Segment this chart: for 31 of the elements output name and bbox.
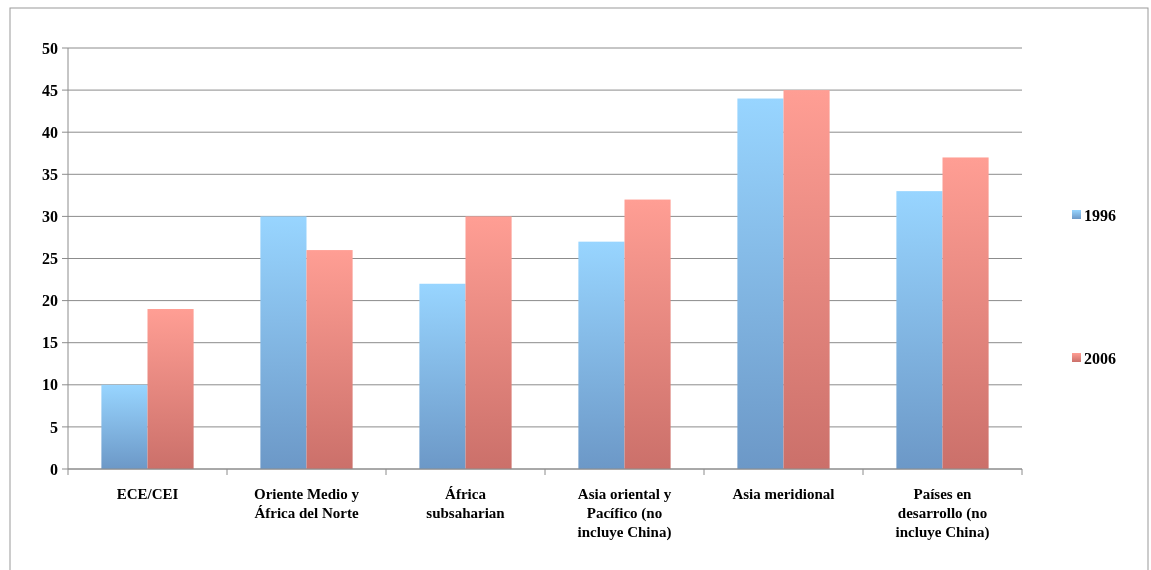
bar [306, 250, 353, 469]
y-tick-label: 10 [42, 376, 58, 394]
bar [737, 98, 784, 469]
bar [896, 191, 943, 469]
y-tick-label: 15 [42, 334, 58, 352]
y-tick-label: 0 [50, 460, 58, 478]
bar [578, 241, 625, 469]
bar [783, 90, 830, 469]
bar [260, 216, 307, 469]
x-tick-label: Oriente Medio y África del Norte [254, 486, 360, 521]
y-tick-label: 35 [42, 165, 58, 183]
bar [465, 216, 512, 469]
y-tick-label: 20 [42, 292, 58, 310]
bar [101, 384, 148, 469]
y-tick-label: 5 [50, 418, 58, 436]
y-tick-label: 40 [42, 123, 58, 141]
x-tick-label: Asia oriental y Pacífico (no incluye China) [577, 486, 672, 541]
bar [147, 309, 194, 469]
x-tick-label: Países en desarrollo (no incluye China) [895, 486, 990, 541]
y-tick-label: 30 [42, 208, 58, 225]
legend-label: 1996 [1084, 206, 1116, 224]
legend-label: 2006 [1084, 349, 1116, 367]
y-tick-label: 45 [42, 81, 58, 99]
x-tick-label: ECE/CEI [116, 486, 179, 502]
bar [942, 157, 989, 469]
y-tick-label: 25 [42, 250, 58, 268]
bar [419, 283, 466, 469]
x-tick-label: Asia meridional [732, 486, 835, 502]
bar [624, 199, 671, 469]
y-tick-label: 50 [42, 39, 58, 57]
x-tick-label: África subsaharian [426, 486, 506, 521]
